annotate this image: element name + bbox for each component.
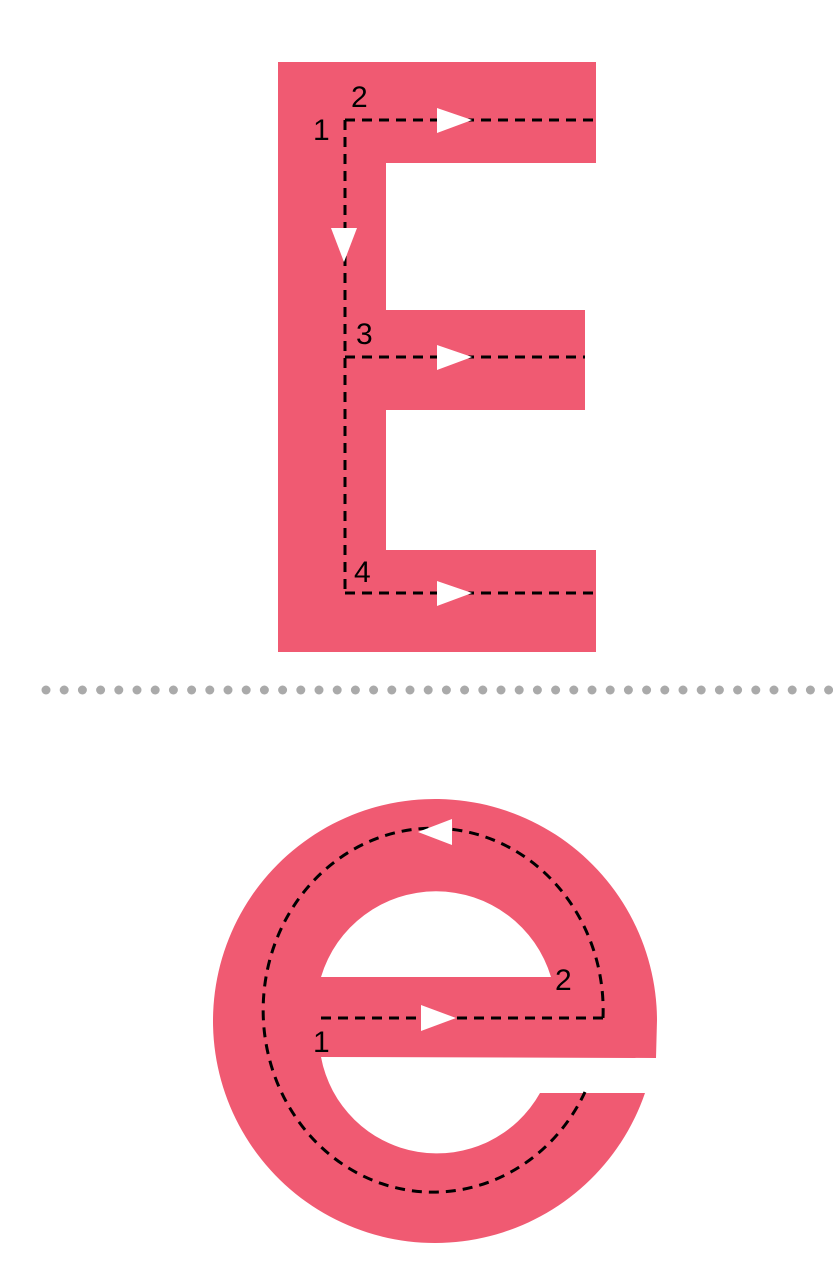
- divider-dot: [423, 685, 433, 695]
- divider-dot: [678, 685, 688, 695]
- divider-dot: [59, 685, 69, 695]
- step-label-2: 2: [555, 964, 572, 997]
- divider-dot: [478, 685, 488, 695]
- divider-dot: [187, 685, 197, 695]
- divider-dot: [132, 685, 142, 695]
- divider-dot: [387, 685, 397, 695]
- divider-dot: [805, 685, 815, 695]
- divider-dot: [332, 685, 342, 695]
- divider-dot: [623, 685, 633, 695]
- divider-dot: [223, 685, 233, 695]
- divider-dot: [114, 685, 124, 695]
- divider-dot: [532, 685, 542, 695]
- divider-dot: [259, 685, 269, 695]
- divider-dot: [205, 685, 215, 695]
- divider-dot: [77, 685, 87, 695]
- divider-dot: [278, 685, 288, 695]
- divider-dot: [405, 685, 415, 695]
- step-label-1: 1: [313, 1026, 330, 1059]
- divider-dot: [660, 685, 670, 695]
- divider-dot: [787, 685, 797, 695]
- arrow-down-icon: [331, 228, 357, 262]
- divider-dot: [587, 685, 597, 695]
- divider-dot: [751, 685, 761, 695]
- divider-dot: [569, 685, 579, 695]
- lowercase-stroke-guides: [261, 826, 605, 1194]
- divider-dot: [441, 685, 451, 695]
- divider-dot: [460, 685, 470, 695]
- divider-dot: [605, 685, 615, 695]
- lowercase-letter-group: 1 2: [213, 798, 657, 1243]
- arrow-right-icon: [421, 1005, 456, 1031]
- divider-dot: [551, 685, 561, 695]
- step-label-2: 2: [351, 81, 368, 114]
- divider-dot: [314, 685, 324, 695]
- divider-dot: [350, 685, 360, 695]
- arrow-left-icon: [418, 819, 452, 845]
- uppercase-direction-arrows: [331, 108, 472, 606]
- divider-dot: [241, 685, 251, 695]
- divider-dot: [168, 685, 178, 695]
- step-label-4: 4: [354, 556, 371, 589]
- divider-dot: [514, 685, 524, 695]
- divider-dot: [369, 685, 379, 695]
- arrow-right-icon: [437, 108, 472, 133]
- divider-dot: [824, 685, 833, 695]
- divider-dot: [41, 685, 51, 695]
- divider-dot: [769, 685, 779, 695]
- divider-dot: [496, 685, 506, 695]
- dotted-divider: [41, 685, 833, 695]
- arrow-right-icon: [437, 345, 472, 370]
- divider-dot: [642, 685, 652, 695]
- divider-dot: [150, 685, 160, 695]
- lowercase-step-labels: 1 2: [313, 964, 572, 1059]
- divider-dot: [696, 685, 706, 695]
- lowercase-direction-arrows: [418, 819, 456, 1031]
- divider-dot: [296, 685, 306, 695]
- divider-dot: [96, 685, 106, 695]
- stroke-guide-2: [261, 826, 605, 1194]
- uppercase-step-labels: 1 2 3 4: [313, 81, 373, 589]
- arrow-right-icon: [437, 581, 472, 606]
- divider-dot: [714, 685, 724, 695]
- divider-dot: [733, 685, 743, 695]
- step-label-3: 3: [356, 318, 373, 351]
- step-label-1: 1: [313, 114, 330, 147]
- uppercase-letter-group: 1 2 3 4: [278, 62, 596, 652]
